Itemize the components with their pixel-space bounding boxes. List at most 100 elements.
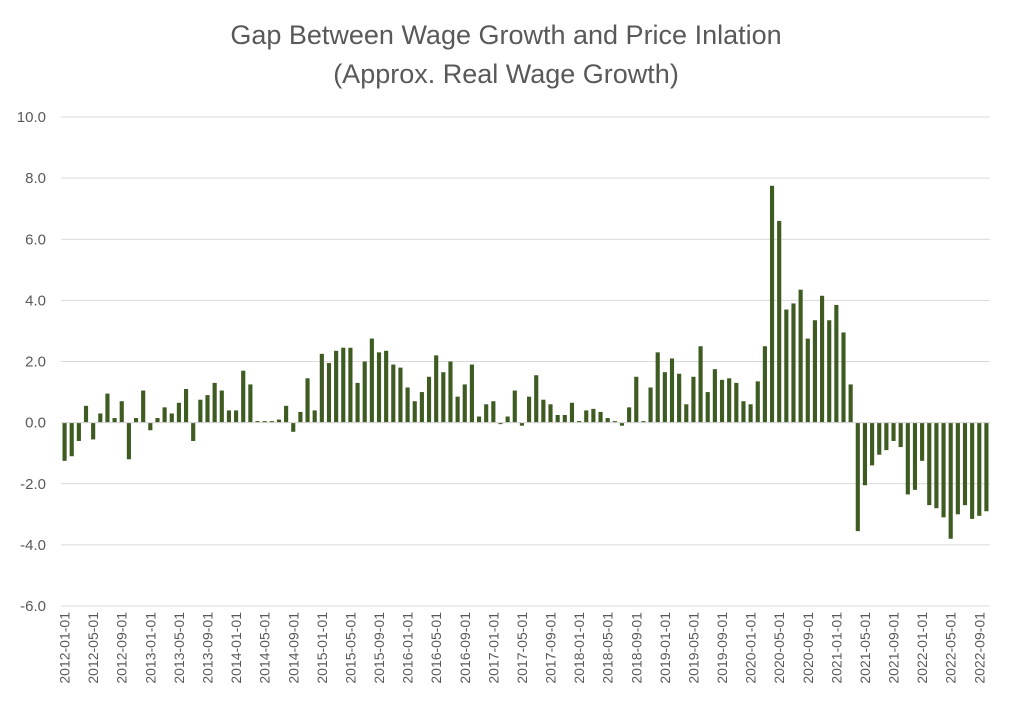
bar xyxy=(76,422,81,441)
bar xyxy=(498,422,503,425)
bar xyxy=(234,410,239,423)
bar xyxy=(255,421,260,423)
bar xyxy=(319,353,324,423)
y-tick-label: -4.0 xyxy=(20,537,46,554)
bar xyxy=(348,347,353,423)
bar xyxy=(541,399,546,423)
bar xyxy=(848,384,853,423)
bar xyxy=(870,422,875,466)
bar xyxy=(862,422,868,486)
bar xyxy=(905,422,910,495)
x-tick-label: 2021-05-01 xyxy=(857,612,873,684)
x-tick-label: 2021-09-01 xyxy=(886,612,902,684)
x-tick-label: 2013-05-01 xyxy=(171,612,187,684)
bar xyxy=(384,350,389,423)
x-tick-label: 2014-05-01 xyxy=(257,612,273,684)
bar xyxy=(948,422,953,539)
x-tick-label: 2014-01-01 xyxy=(228,612,244,684)
bar xyxy=(727,378,732,423)
x-tick-label: 2012-05-01 xyxy=(85,612,101,684)
x-axis-labels: 2012-01-01 2012-05-01 2012-09-01 2013-01-01… xyxy=(57,612,988,684)
x-tick-label: 2022-09-01 xyxy=(971,612,987,684)
bar xyxy=(662,372,667,423)
bar xyxy=(212,382,217,423)
bar xyxy=(155,418,160,423)
bar xyxy=(812,320,817,423)
bar xyxy=(362,361,367,423)
bar xyxy=(805,338,810,423)
bar xyxy=(834,304,839,423)
y-tick-label: -6.0 xyxy=(20,598,46,615)
bar xyxy=(669,358,675,423)
x-tick-label: 2015-01-01 xyxy=(314,612,330,684)
bar xyxy=(62,422,67,461)
chart-subtitle: (Approx. Real Wage Growth) xyxy=(333,59,679,89)
bar xyxy=(598,411,603,423)
x-tick-label: 2013-09-01 xyxy=(199,612,215,684)
bar xyxy=(984,422,989,512)
x-tick-label: 2016-01-01 xyxy=(400,612,416,684)
x-tick-label: 2019-09-01 xyxy=(714,612,730,684)
bar xyxy=(434,355,439,423)
bar xyxy=(934,422,939,509)
bar xyxy=(262,421,267,423)
bar xyxy=(712,369,717,423)
bar xyxy=(569,402,575,423)
bar xyxy=(126,422,131,460)
x-tick-label: 2020-09-01 xyxy=(800,612,816,684)
bar xyxy=(69,422,74,457)
bar xyxy=(648,387,653,423)
bar xyxy=(269,421,274,423)
bar xyxy=(634,376,639,423)
bar xyxy=(476,416,482,423)
bar xyxy=(519,422,524,426)
x-tick-label: 2020-01-01 xyxy=(743,612,759,684)
bar xyxy=(176,402,181,423)
bar xyxy=(977,422,982,516)
bar xyxy=(205,395,210,423)
bar xyxy=(341,347,346,423)
bar xyxy=(548,404,553,423)
bar xyxy=(798,289,803,423)
bar xyxy=(562,414,567,423)
bar xyxy=(226,410,232,423)
x-tick-label: 2015-05-01 xyxy=(342,612,358,684)
bar xyxy=(584,410,589,423)
bar xyxy=(777,220,782,423)
y-tick-label: 2.0 xyxy=(25,354,46,371)
bar xyxy=(305,378,310,423)
x-tick-label: 2022-01-01 xyxy=(914,612,930,684)
x-tick-label: 2018-01-01 xyxy=(571,612,587,684)
bar xyxy=(398,367,403,423)
bar xyxy=(741,401,746,423)
bar xyxy=(141,390,146,423)
bar xyxy=(355,382,360,423)
bar xyxy=(462,384,467,423)
bar xyxy=(691,376,696,423)
bar xyxy=(884,422,889,451)
bar xyxy=(105,393,110,423)
bar xyxy=(391,364,396,423)
bar xyxy=(219,390,224,423)
bar xyxy=(169,413,174,423)
x-tick-label: 2012-01-01 xyxy=(57,612,73,684)
x-tick-label: 2019-01-01 xyxy=(657,612,673,684)
bar xyxy=(962,422,968,506)
y-tick-label: 6.0 xyxy=(25,231,46,248)
bar xyxy=(312,410,317,423)
x-tick-label: 2021-01-01 xyxy=(828,612,844,684)
bar xyxy=(877,422,882,455)
bar xyxy=(527,396,532,423)
x-tick-label: 2013-01-01 xyxy=(142,612,158,684)
bar xyxy=(412,401,417,423)
bars xyxy=(62,185,989,539)
x-tick-label: 2017-09-01 xyxy=(543,612,559,684)
bar xyxy=(419,392,424,423)
bar xyxy=(655,352,660,423)
bar xyxy=(441,372,446,423)
bar xyxy=(891,422,896,441)
bar xyxy=(755,381,760,423)
y-tick-label: -2.0 xyxy=(20,476,46,493)
bar xyxy=(748,404,753,423)
